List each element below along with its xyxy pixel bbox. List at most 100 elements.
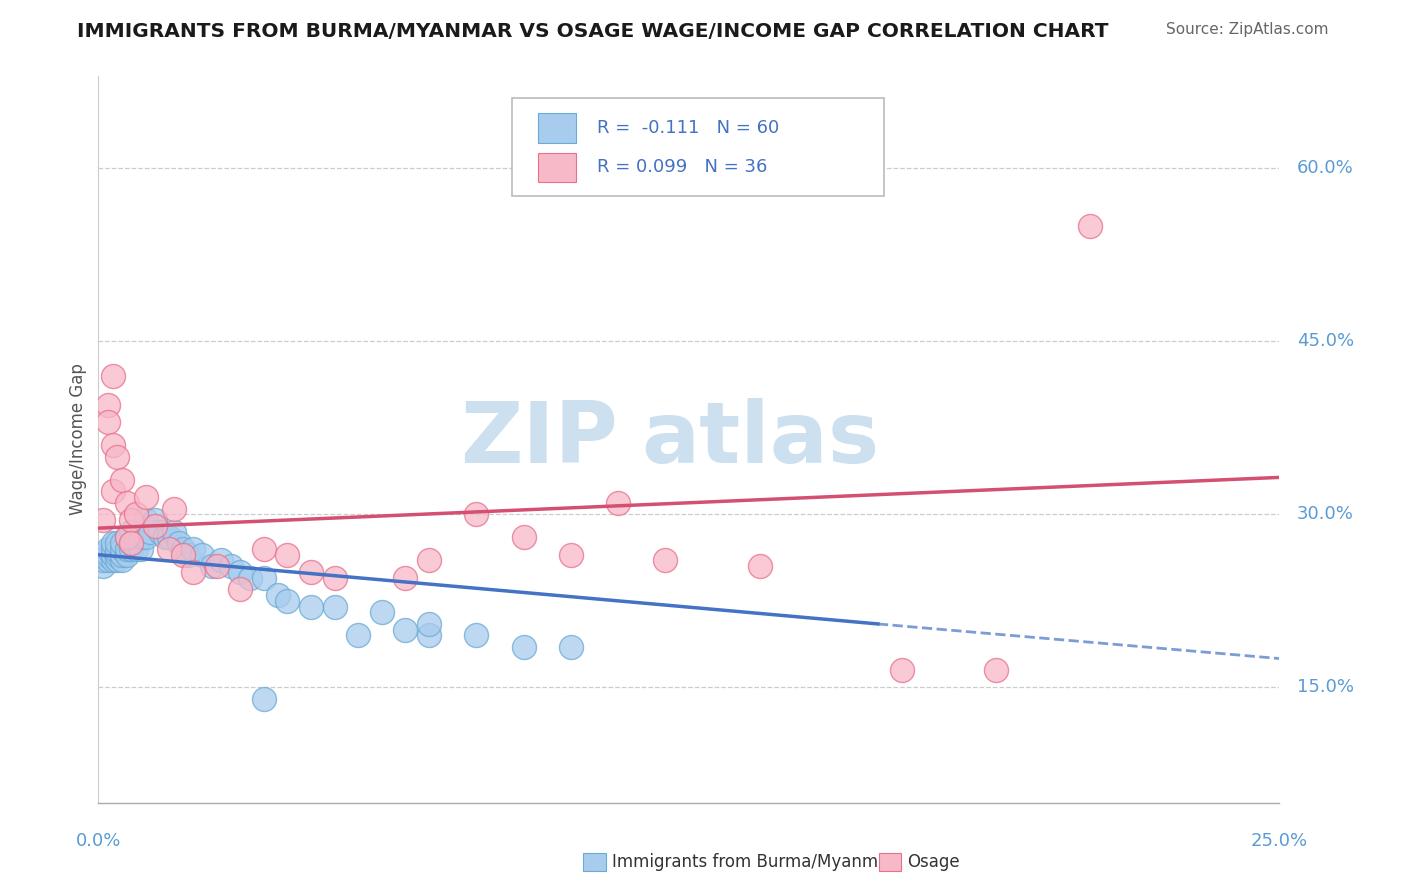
- Point: [115, 530, 138, 544]
- Y-axis label: Wage/Income Gap: Wage/Income Gap: [69, 363, 87, 516]
- Point: [111, 553, 134, 567]
- Point: [91, 559, 114, 574]
- FancyBboxPatch shape: [512, 97, 884, 195]
- Point: [111, 548, 134, 562]
- Point: [135, 530, 157, 544]
- Point: [97, 541, 120, 556]
- Point: [101, 438, 124, 452]
- Point: [111, 536, 134, 550]
- Point: [143, 519, 166, 533]
- Point: [465, 508, 488, 522]
- Point: [111, 541, 134, 556]
- Point: [253, 541, 276, 556]
- Point: [135, 490, 157, 504]
- Point: [1080, 219, 1102, 233]
- Point: [101, 541, 124, 556]
- Point: [205, 559, 228, 574]
- Point: [101, 368, 124, 383]
- Point: [512, 640, 534, 654]
- Point: [219, 559, 242, 574]
- Point: [101, 484, 124, 499]
- Text: 25.0%: 25.0%: [1251, 832, 1308, 850]
- Point: [115, 541, 138, 556]
- Point: [163, 524, 186, 539]
- Point: [253, 571, 276, 585]
- Point: [115, 530, 138, 544]
- Point: [607, 496, 630, 510]
- Point: [512, 530, 534, 544]
- FancyBboxPatch shape: [537, 113, 575, 143]
- Point: [181, 541, 204, 556]
- Point: [181, 565, 204, 579]
- Text: Osage: Osage: [907, 853, 959, 871]
- Point: [121, 536, 143, 550]
- Point: [654, 553, 676, 567]
- Point: [371, 606, 394, 620]
- Point: [101, 553, 124, 567]
- Text: atlas: atlas: [641, 398, 880, 481]
- Point: [91, 553, 114, 567]
- Text: 60.0%: 60.0%: [1298, 159, 1354, 178]
- Point: [157, 541, 180, 556]
- Text: 45.0%: 45.0%: [1298, 332, 1354, 351]
- Point: [153, 530, 176, 544]
- Point: [97, 398, 120, 412]
- Point: [115, 548, 138, 562]
- Point: [105, 544, 128, 558]
- Point: [105, 536, 128, 550]
- Point: [299, 565, 322, 579]
- Point: [121, 541, 143, 556]
- Point: [157, 530, 180, 544]
- Point: [121, 513, 143, 527]
- Point: [97, 415, 120, 429]
- Point: [560, 548, 582, 562]
- Text: IMMIGRANTS FROM BURMA/MYANMAR VS OSAGE WAGE/INCOME GAP CORRELATION CHART: IMMIGRANTS FROM BURMA/MYANMAR VS OSAGE W…: [77, 22, 1109, 41]
- Point: [105, 553, 128, 567]
- Point: [125, 530, 148, 544]
- Point: [276, 548, 298, 562]
- Point: [167, 536, 190, 550]
- Point: [129, 530, 152, 544]
- Point: [111, 473, 134, 487]
- FancyBboxPatch shape: [583, 853, 606, 871]
- Point: [984, 663, 1007, 677]
- Point: [890, 663, 912, 677]
- Point: [135, 513, 157, 527]
- Point: [105, 450, 128, 464]
- Point: [323, 599, 346, 614]
- Point: [191, 548, 214, 562]
- Point: [239, 571, 262, 585]
- Point: [418, 616, 440, 631]
- Point: [465, 628, 488, 642]
- Point: [418, 628, 440, 642]
- Point: [163, 501, 186, 516]
- Point: [121, 524, 143, 539]
- Point: [172, 541, 194, 556]
- Point: [121, 536, 143, 550]
- Point: [299, 599, 322, 614]
- Point: [177, 548, 200, 562]
- Point: [125, 508, 148, 522]
- Point: [91, 548, 114, 562]
- Text: 15.0%: 15.0%: [1298, 679, 1354, 697]
- FancyBboxPatch shape: [537, 153, 575, 182]
- Point: [394, 571, 416, 585]
- Text: Source: ZipAtlas.com: Source: ZipAtlas.com: [1166, 22, 1329, 37]
- Point: [139, 524, 162, 539]
- Point: [394, 623, 416, 637]
- Point: [276, 594, 298, 608]
- Point: [418, 553, 440, 567]
- Point: [229, 582, 252, 597]
- Point: [101, 536, 124, 550]
- Text: 30.0%: 30.0%: [1298, 505, 1354, 524]
- Point: [149, 524, 172, 539]
- Point: [105, 548, 128, 562]
- Point: [560, 640, 582, 654]
- Point: [209, 553, 232, 567]
- Point: [347, 628, 370, 642]
- Point: [748, 559, 770, 574]
- Point: [323, 571, 346, 585]
- Text: R = 0.099   N = 36: R = 0.099 N = 36: [596, 158, 768, 177]
- Point: [101, 548, 124, 562]
- Point: [125, 541, 148, 556]
